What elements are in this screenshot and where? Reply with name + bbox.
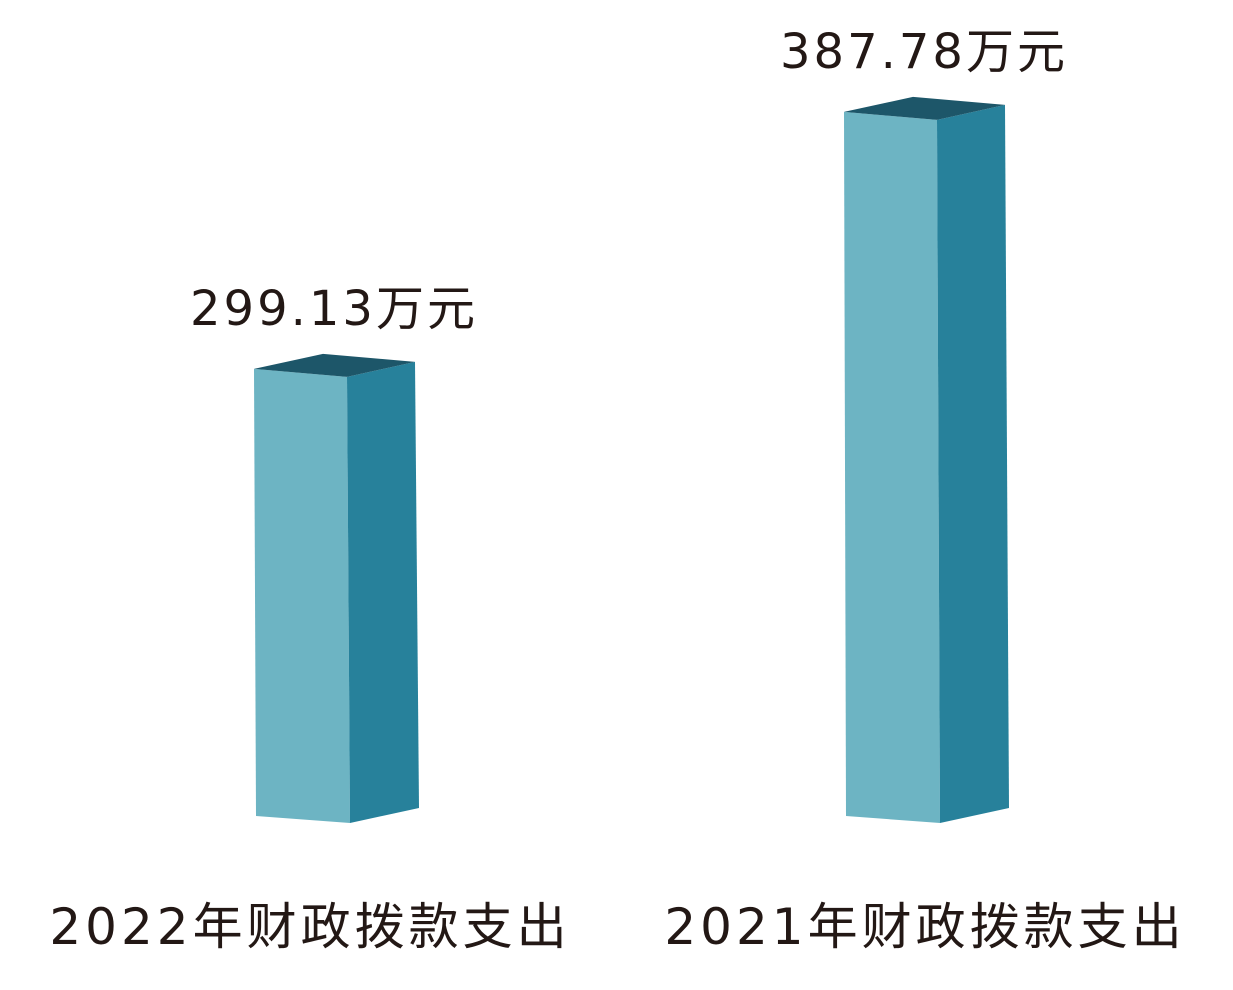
bar-side-0 bbox=[347, 361, 419, 823]
category-label-1: 2021年财政拨款支出 bbox=[664, 898, 1185, 956]
bar-front-1 bbox=[844, 111, 940, 824]
bar-top-0 bbox=[254, 353, 415, 377]
bar-front-0 bbox=[254, 368, 350, 823]
bar-side-1 bbox=[937, 104, 1009, 824]
bar-top-1 bbox=[844, 96, 1005, 120]
data-label-1: 387.78万元 bbox=[780, 24, 1068, 80]
data-label-0: 299.13万元 bbox=[190, 281, 478, 337]
category-label-0: 2022年财政拨款支出 bbox=[49, 898, 570, 956]
